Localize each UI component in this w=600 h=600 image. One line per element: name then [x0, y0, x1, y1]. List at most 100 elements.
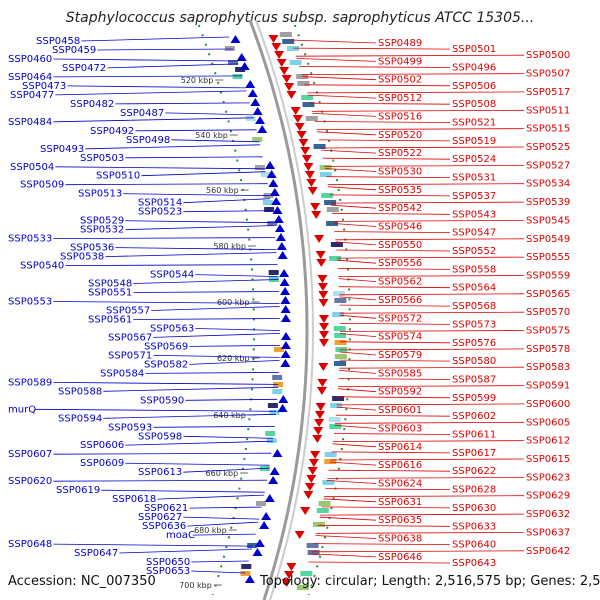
right-leader-line — [339, 341, 451, 344]
left-gene-label: SSP0589 — [8, 377, 52, 388]
right-gene-label: SSP0643 — [452, 558, 496, 569]
tick-label: 680 kbp — [194, 526, 227, 535]
feature-box — [326, 207, 339, 212]
right-gene-label: SSP0547 — [452, 228, 496, 239]
right-gene-label: SSP0585 — [378, 368, 422, 379]
feature-box — [321, 193, 334, 198]
reverse-gene-arrow — [315, 403, 326, 411]
forward-gene-arrow — [254, 539, 265, 547]
right-gene-label: SSP0587 — [452, 375, 496, 386]
left-gene-label: SSP0571 — [108, 350, 152, 361]
left-gene-label: SSP0648 — [8, 539, 52, 550]
feature-box — [322, 480, 335, 485]
feature-box — [332, 291, 345, 296]
left-gene-label: SSP0504 — [10, 162, 54, 173]
right-gene-label: SSP0506 — [452, 81, 496, 92]
right-gene-label: SSP0550 — [378, 240, 422, 251]
feature-box — [300, 571, 313, 576]
reverse-gene-arrow — [300, 507, 311, 515]
feature-box — [329, 256, 342, 261]
right-gene-label: SSP0574 — [378, 332, 422, 343]
right-gene-label: SSP0546 — [378, 222, 422, 233]
right-leader-line — [339, 323, 451, 325]
forward-gene-arrow — [269, 467, 280, 475]
left-gene-label: SSP0482 — [70, 99, 114, 110]
reverse-gene-arrow — [316, 259, 327, 267]
right-leader-line — [301, 73, 525, 75]
reverse-gene-arrow — [317, 379, 328, 387]
left-leader-line — [135, 129, 257, 132]
reverse-gene-arrow — [304, 483, 315, 491]
left-gene-label: SSP0529 — [80, 216, 124, 227]
forward-gene-arrow — [272, 449, 283, 457]
left-leader-line — [53, 117, 254, 123]
left-gene-label: SSP0621 — [144, 503, 188, 514]
left-gene-label: SSP0606 — [80, 440, 124, 451]
tick-label: 600 kbp — [217, 298, 250, 307]
feature-box — [334, 354, 347, 359]
feature-box — [330, 242, 343, 247]
right-leader-line — [314, 121, 451, 123]
left-leader-line — [187, 521, 259, 527]
left-leader-line — [53, 58, 238, 62]
reverse-gene-arrow — [313, 427, 324, 435]
right-gene-label: SSP0592 — [378, 387, 422, 398]
left-leader-line — [157, 494, 265, 500]
forward-gene-arrow — [266, 170, 277, 178]
left-leader-line — [123, 193, 270, 197]
right-gene-label: SSP0542 — [378, 203, 422, 214]
genome-summary: Topology: circular; Length: 2,516,575 bp… — [260, 574, 600, 589]
feature-box — [306, 543, 319, 548]
left-leader-line — [171, 139, 260, 143]
left-gene-label: SSP0582 — [144, 359, 188, 370]
right-gene-label: SSP0558 — [452, 264, 496, 275]
feature-box — [326, 221, 339, 226]
right-leader-line — [339, 304, 451, 307]
reverse-gene-arrow — [308, 459, 319, 467]
left-gene-label: SSP0569 — [144, 341, 188, 352]
reverse-gene-arrow — [292, 115, 303, 123]
left-gene-label: SSP0563 — [150, 324, 194, 335]
forward-gene-arrow — [280, 287, 291, 295]
right-leader-line — [337, 259, 377, 264]
right-gene-label: SSP0612 — [526, 436, 570, 447]
feature-box — [245, 116, 256, 121]
right-leader-line — [330, 204, 377, 209]
tick-label: 520 kbp — [181, 76, 214, 85]
right-leader-line — [322, 157, 451, 160]
reverse-gene-arrow — [310, 451, 321, 459]
tick-label: 660 kbp — [206, 469, 239, 478]
left-gene-label: murQ — [8, 404, 36, 415]
left-gene-label: SSP0544 — [150, 270, 194, 281]
left-gene-label: SSP0593 — [108, 422, 152, 433]
forward-gene-arrow — [247, 89, 258, 97]
reverse-gene-arrow — [306, 179, 317, 187]
right-gene-label: SSP0534 — [526, 179, 570, 190]
left-leader-line — [103, 386, 279, 392]
right-leader-line — [332, 212, 451, 215]
reverse-gene-arrow — [296, 131, 307, 139]
reverse-gene-arrow — [284, 571, 295, 579]
reverse-gene-arrow — [281, 579, 292, 587]
reverse-gene-arrow — [319, 323, 329, 331]
left-leader-line — [115, 102, 250, 105]
feature-box — [262, 200, 273, 205]
reverse-gene-arrow — [303, 491, 314, 499]
right-leader-line — [324, 168, 377, 172]
reverse-gene-arrow — [318, 299, 329, 307]
right-gene-label: SSP0545 — [526, 215, 570, 226]
left-leader-line — [183, 210, 272, 213]
right-leader-line — [337, 396, 451, 399]
right-leader-line — [302, 76, 377, 81]
left-leader-line — [153, 333, 281, 338]
guide-track — [293, 24, 351, 596]
right-gene-label: SSP0515 — [526, 124, 570, 135]
feature-box — [332, 396, 345, 401]
reverse-gene-arrow — [318, 339, 329, 347]
left-leader-line — [55, 166, 265, 170]
feature-box — [256, 501, 266, 506]
reverse-gene-arrow — [298, 139, 309, 147]
forward-gene-arrow — [280, 314, 291, 322]
right-gene-label: SSP0599 — [452, 393, 496, 404]
backbone-line — [248, 19, 309, 600]
